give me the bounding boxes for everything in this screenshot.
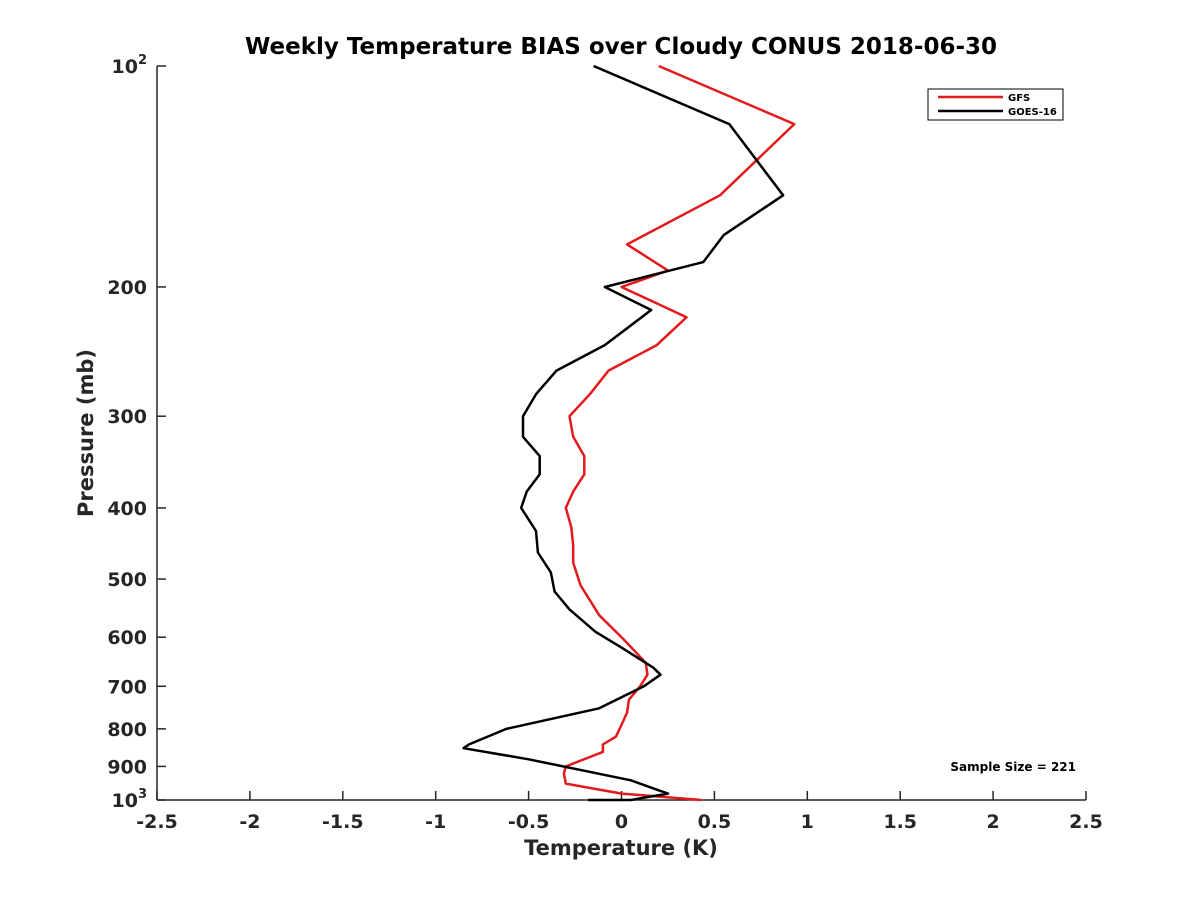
series-line-goes16: [462, 64, 785, 802]
y-tick-label: 300: [107, 406, 147, 428]
x-tick-label: -0.5: [508, 811, 550, 833]
x-tick-label: 0.5: [698, 811, 732, 833]
y-tick-label: 102: [112, 53, 148, 78]
x-tick-label: 2: [986, 811, 999, 833]
x-tick-label: -2.5: [136, 811, 178, 833]
sample-size-annotation: Sample Size = 221: [950, 760, 1076, 774]
y-tick-label: 500: [107, 569, 147, 591]
chart-title: Weekly Temperature BIAS over Cloudy CONU…: [245, 34, 997, 60]
y-tick-label: 103: [112, 787, 148, 812]
legend-box: [927, 88, 1064, 121]
x-tick-label: -2: [239, 811, 260, 833]
legend: GFS GOES-16: [927, 88, 1064, 121]
y-tick-label: 200: [107, 277, 147, 299]
series-layer: [462, 64, 796, 802]
x-tick-label: -1: [425, 811, 446, 833]
x-tick-label: 1.5: [883, 811, 917, 833]
y-tick-label: 700: [107, 676, 147, 698]
x-tick-label: 2.5: [1069, 811, 1103, 833]
series-line-gfs: [562, 64, 796, 802]
y-axis-label: Pressure (mb): [74, 349, 98, 517]
x-tick-label: 1: [801, 811, 814, 833]
x-ticks: -2.5 -2 -1.5 -1 -0.5 0 0.5 1 1.5 2 2.5: [136, 791, 1103, 833]
y-tick-label: 900: [107, 756, 147, 778]
x-tick-label: 0: [615, 811, 628, 833]
y-tick-label: 400: [107, 498, 147, 520]
y-tick-label: 800: [107, 719, 147, 741]
x-tick-label: -1.5: [322, 811, 364, 833]
legend-label-gfs: GFS: [1008, 93, 1030, 104]
plot-area: [156, 66, 1086, 801]
legend-label-goes16: GOES-16: [1008, 107, 1057, 118]
x-axis-label: Temperature (K): [524, 836, 718, 860]
y-tick-label: 600: [107, 627, 147, 649]
y-ticks: 102 200 300 400 500 600 700 800 900 103: [107, 53, 166, 812]
